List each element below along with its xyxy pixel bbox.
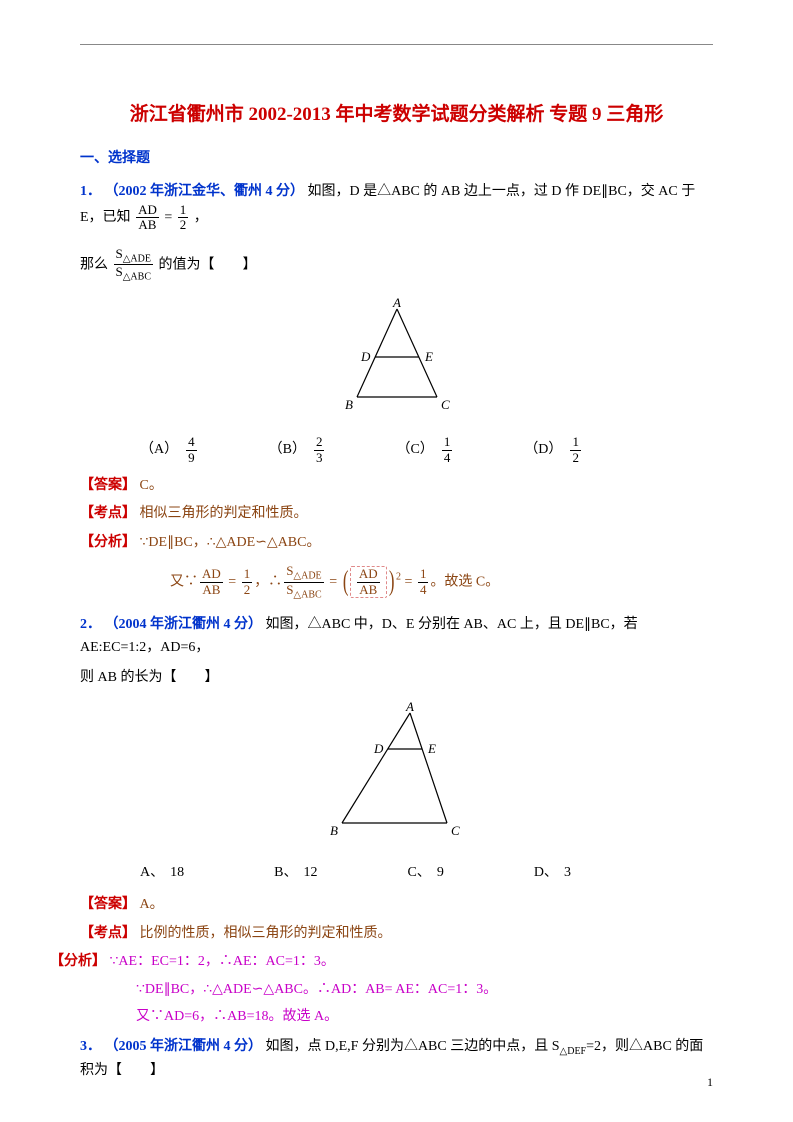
q1-stem-line2: 那么 S△ADE S△ABC 的值为【 】 (80, 247, 713, 283)
section-1-head: 一、选择题 (80, 148, 713, 170)
q2-choices: A、18 B、12 C、9 D、3 (140, 862, 713, 884)
svg-text:A: A (392, 297, 401, 310)
q1-an-line2: 又∵ADAB = 12，∴S△ADES△ABC = (ADAB)2 = 14。故… (170, 564, 713, 600)
q1-an-l1: ∵DE∥BC，∴△ADE∽△ABC。 (140, 535, 321, 550)
q1-choice-d: （D） 12 (524, 435, 583, 465)
q1-figure: A D E B C (80, 297, 713, 429)
title-text: 浙江省衢州市 2002-2013 年中考数学试题分类解析 专题 9 三角形 (130, 104, 664, 125)
q2-point: 【考点】 比例的性质，相似三角形的判定和性质。 (80, 923, 713, 945)
q2-ans-label: 【答案】 (80, 897, 136, 912)
q2-triangle-svg: A D E B C (312, 701, 482, 847)
q2-pt-label: 【考点】 (80, 926, 136, 941)
q1-frac1: AD AB (136, 203, 159, 233)
q1-an-label: 【分析】 (80, 535, 136, 550)
q1-analysis: 【分析】 ∵DE∥BC，∴△ADE∽△ABC。 (80, 532, 713, 554)
q2-stem-b: 则 AB 的长为【 】 (80, 670, 218, 685)
q2-stem-line2: 则 AB 的长为【 】 (80, 667, 713, 689)
q3-sub: △DEF (560, 1046, 587, 1057)
svg-text:D: D (373, 741, 384, 756)
q1-frac3-den: S△ABC (114, 264, 154, 283)
q1-pt-val: 相似三角形的判定和性质。 (140, 506, 308, 521)
q1-choices: （A） 49 （B） 23 （C） 14 （D） 12 (140, 435, 713, 465)
q2-analysis: 【分析】 ∵AE：EC=1：2，∴AE：AC=1：3。 (50, 951, 713, 973)
page-title: 浙江省衢州市 2002-2013 年中考数学试题分类解析 专题 9 三角形 (80, 100, 713, 130)
q1-frac2-num: 1 (178, 203, 189, 217)
svg-text:B: B (345, 397, 353, 412)
q2-figure: A D E B C (80, 701, 713, 855)
q2-stem-line1: 2． （2004 年浙江衢州 4 分） 如图，△ABC 中，D、E 分别在 AB… (80, 614, 713, 659)
q2-ref: （2004 年浙江衢州 4 分） (105, 617, 263, 632)
q1-point: 【考点】 相似三角形的判定和性质。 (80, 503, 713, 525)
q2-answer: 【答案】 A。 (80, 894, 713, 916)
svg-text:E: E (427, 741, 436, 756)
q1-choice-a: （A） 49 (140, 435, 199, 465)
q2-choice-a: A、18 (140, 862, 184, 884)
q1-stem-line1: 1． （2002 年浙江金华、衢州 4 分） 如图，D 是△ABC 的 AB 边… (80, 181, 713, 233)
q3-ref: （2005 年浙江衢州 4 分） (105, 1039, 263, 1054)
q1-choice-c: （C） 14 (396, 435, 454, 465)
q2-an-l2: ∵DE∥BC，∴△ADE∽△ABC。∴AD：AB= AE：AC=1：3。 (136, 979, 713, 1001)
q3-number: 3． (80, 1039, 101, 1054)
q1-frac1-num: AD (136, 203, 159, 217)
svg-text:B: B (330, 823, 338, 838)
q2-pt-val: 比例的性质，相似三角形的判定和性质。 (140, 926, 392, 941)
q3-stem: 3． （2005 年浙江衢州 4 分） 如图，点 D,E,F 分别为△ABC 三… (80, 1036, 713, 1082)
q1-frac3-num: S△ADE (114, 247, 154, 265)
svg-text:E: E (424, 349, 433, 364)
page-number: 1 (707, 1073, 713, 1092)
svg-text:D: D (360, 349, 371, 364)
q1-frac3: S△ADE S△ABC (114, 247, 154, 283)
q2-choice-d: D、3 (534, 862, 571, 884)
q2-an-label: 【分析】 (50, 954, 106, 969)
q2-an-l3: 又∵AD=6，∴AB=18。故选 A。 (136, 1006, 713, 1028)
q1-stem-b-pre: 那么 (80, 257, 108, 272)
q1-answer: 【答案】 C。 (80, 475, 713, 497)
q2-an-l1: ∵AE：EC=1：2，∴AE：AC=1：3。 (110, 954, 335, 969)
q1-frac2: 1 2 (178, 203, 189, 233)
q3-stem-a: 如图，点 D,E,F 分别为△ABC 三边的中点，且 S (266, 1039, 560, 1054)
q1-pt-label: 【考点】 (80, 506, 136, 521)
q2-choice-c: C、9 (407, 862, 443, 884)
q1-choice-b: （B） 23 (269, 435, 327, 465)
q1-stem-b-post: 的值为【 】 (159, 257, 257, 272)
q1-frac1-den: AB (136, 217, 159, 232)
q1-comma: ， (194, 210, 208, 225)
q1-ans-val: C。 (140, 478, 163, 493)
q1-ans-label: 【答案】 (80, 478, 136, 493)
q2-number: 2． (80, 617, 101, 632)
q1-eq1: = (164, 210, 175, 225)
q1-ref: （2002 年浙江金华、衢州 4 分） (105, 184, 305, 199)
q1-frac2-den: 2 (178, 217, 189, 232)
svg-text:C: C (441, 397, 450, 412)
q2-ans-val: A。 (140, 897, 164, 912)
q1-number: 1． (80, 184, 101, 199)
svg-text:C: C (451, 823, 460, 838)
q1-triangle-svg: A D E B C (317, 297, 477, 421)
svg-text:A: A (405, 701, 414, 714)
header-rule (80, 44, 713, 45)
q2-choice-b: B、12 (274, 862, 317, 884)
section-1-text: 一、选择题 (80, 151, 150, 166)
